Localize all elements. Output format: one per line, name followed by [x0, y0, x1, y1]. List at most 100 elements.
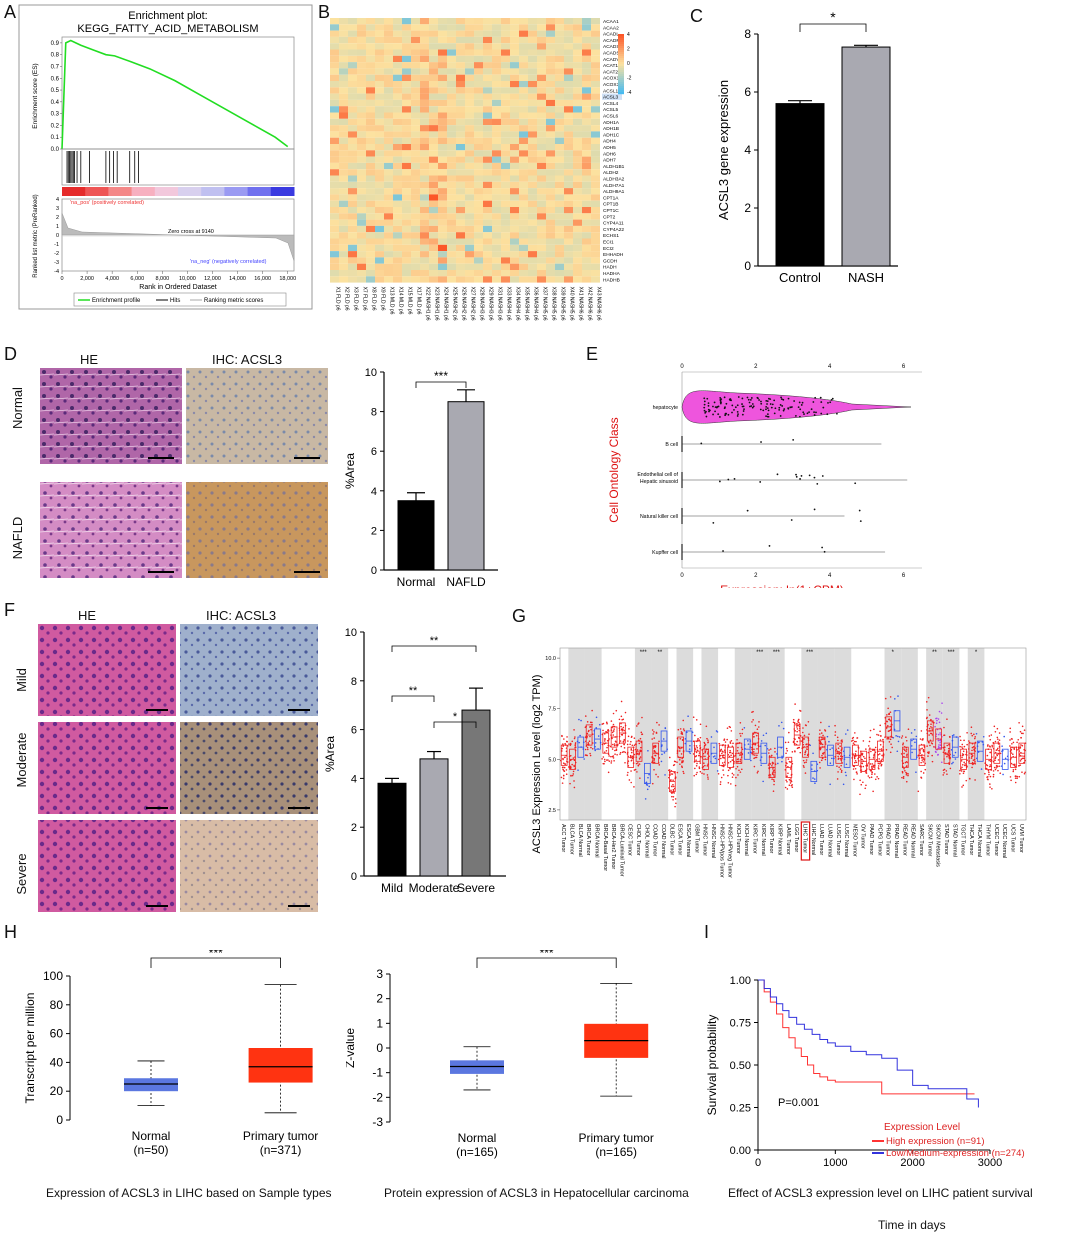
g-point	[694, 734, 696, 737]
g-point	[852, 768, 855, 770]
g-point	[722, 756, 724, 759]
g-point	[994, 768, 997, 771]
heatmap-cell	[357, 162, 366, 170]
g-point	[928, 734, 930, 736]
heatmap-cell	[447, 194, 456, 201]
heatmap-cell	[465, 150, 474, 157]
g-point	[930, 718, 932, 721]
g-point	[736, 760, 739, 763]
heatmap-cell	[339, 207, 348, 214]
heatmap-cell	[528, 175, 537, 182]
h-left-caption: Expression of ACSL3 in LIHC based on Sam…	[46, 1186, 332, 1200]
g-point	[562, 745, 565, 747]
heatmap-cell	[573, 18, 582, 25]
g-point	[874, 760, 877, 762]
heatmap-cell	[330, 207, 339, 214]
heatmap-cell	[519, 99, 528, 107]
g-point	[639, 777, 641, 779]
gsea-title-line1: Enrichment plot:	[128, 10, 207, 22]
g-point	[689, 744, 691, 747]
g-point	[563, 756, 566, 759]
heatmap-cell	[474, 263, 483, 270]
heatmap-cell	[474, 137, 483, 144]
e-point	[783, 408, 786, 410]
heatmap-cell	[348, 24, 357, 31]
heatmap-cell	[330, 188, 339, 195]
heatmap-cell	[411, 74, 420, 81]
g-point	[868, 740, 871, 743]
heatmap-cell	[384, 137, 393, 144]
heatmap-cell	[429, 162, 438, 170]
heatmap-cell	[564, 93, 573, 100]
g-point	[877, 767, 880, 769]
heatmap-cell	[393, 181, 402, 189]
g-point	[721, 762, 724, 764]
heatmap-row-label: ACSL3	[603, 95, 619, 101]
e-point	[756, 396, 759, 399]
heatmap-cell	[357, 36, 366, 44]
g-point	[679, 728, 682, 730]
heatmap-cell	[582, 188, 591, 195]
heatmap-cell	[591, 270, 600, 277]
g-point	[737, 746, 739, 749]
es-line	[61, 39, 289, 150]
f-col-he: HE	[78, 608, 97, 623]
legend-title: Expression Level	[884, 1122, 960, 1133]
g-point	[752, 743, 755, 745]
e-point	[791, 406, 793, 408]
heatmap-cell	[528, 93, 537, 100]
heatmap-row-label: ECHS1	[603, 233, 619, 239]
heatmap-cell	[438, 181, 447, 189]
e-point	[795, 475, 798, 478]
g-point	[888, 741, 891, 743]
heatmap-cell	[528, 68, 537, 75]
heatmap-row-label: ACADVL	[603, 57, 623, 63]
g-point	[664, 774, 666, 776]
g-point	[772, 790, 775, 792]
g-point	[986, 764, 989, 767]
g-point	[946, 718, 948, 720]
g-point	[839, 755, 842, 757]
e-point	[782, 398, 785, 401]
g-point	[613, 759, 615, 762]
g-point	[814, 782, 816, 784]
heatmap-cell	[456, 144, 465, 151]
g-point	[743, 727, 746, 729]
heatmap-cell	[573, 207, 582, 214]
g-point	[992, 770, 995, 772]
g-point	[1014, 781, 1017, 784]
heatmap-cell	[474, 251, 483, 258]
heatmap-cell	[375, 270, 384, 277]
g-point	[801, 731, 804, 734]
e-point	[749, 398, 752, 401]
heatmap-cell	[591, 200, 600, 207]
heatmap-cell	[510, 68, 519, 75]
e-point	[707, 408, 710, 411]
heatmap-cell	[456, 118, 465, 126]
g-point	[664, 727, 667, 730]
g-point	[821, 754, 823, 757]
heatmap-cell	[447, 244, 456, 252]
g-point	[933, 746, 935, 748]
heatmap-cell	[393, 207, 402, 214]
heatmap-cell	[456, 30, 465, 37]
g-point	[699, 736, 702, 739]
g-point	[591, 721, 593, 724]
heatmap-cell	[447, 49, 456, 56]
heatmap-cell	[411, 24, 420, 31]
g-band	[734, 648, 752, 820]
heatmap-cell	[348, 55, 357, 63]
heatmap-cell	[411, 144, 420, 151]
g-point	[973, 733, 975, 736]
g-point	[705, 725, 708, 728]
y-tick-label: 6	[351, 725, 357, 737]
heatmap-col-label: X28 NASH3 p6	[479, 287, 485, 321]
heatmap-cell	[447, 150, 456, 157]
g-point	[961, 786, 963, 788]
g-point	[607, 771, 610, 774]
heatmap-cell	[402, 175, 411, 182]
g-point	[1016, 777, 1018, 780]
heatmap-cell	[429, 156, 438, 163]
heatmap-cell	[375, 251, 384, 258]
es-ytick-label: 0.2	[51, 123, 60, 129]
